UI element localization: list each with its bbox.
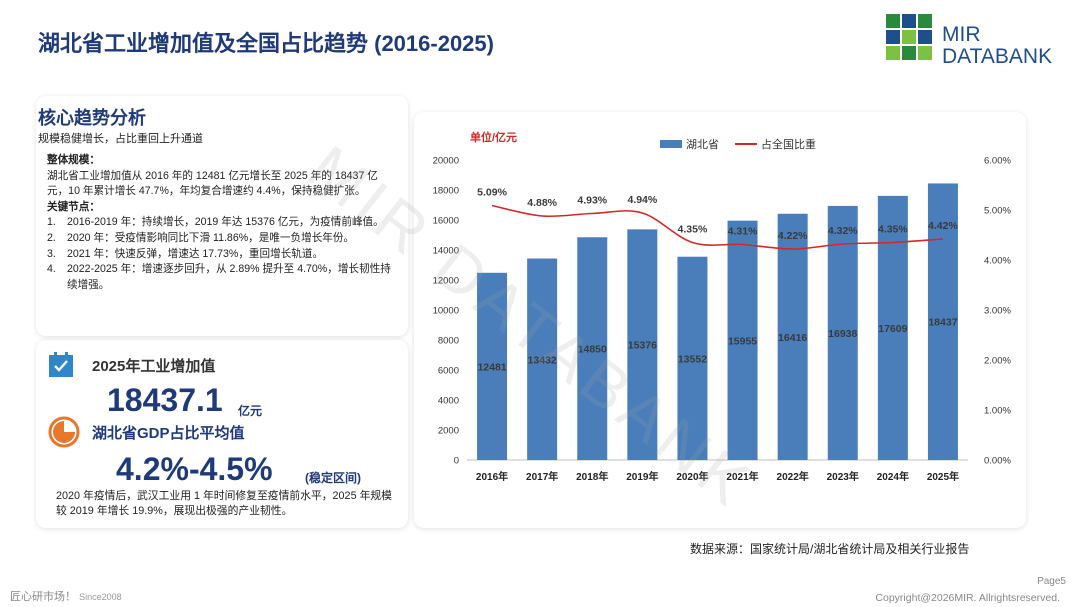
pie-chart-icon: [48, 416, 80, 448]
y-tick-label: 10000: [433, 306, 459, 317]
page-number: Page5: [1037, 576, 1066, 587]
x-tick-label: 2019年: [626, 470, 658, 483]
x-tick-label: 2016年: [476, 470, 508, 483]
y-tick-label: 16000: [433, 216, 459, 227]
kpi-value-industrial-value: 18437.1: [107, 382, 223, 418]
line-data-label: 4.35%: [878, 224, 908, 236]
mir-databank-logo: MIR DATABANK: [884, 12, 1064, 72]
bar: [677, 256, 708, 460]
nodes-list: 1. 2016-2019 年：持续增长，2019 年达 15376 亿元，为疫情前…: [47, 215, 399, 293]
kpi-label-gdp-share: 湖北省GDP占比平均值: [92, 425, 245, 442]
legend-bar-swatch: [660, 140, 682, 148]
y-tick-label: 0: [454, 456, 459, 467]
kpi-unit-gdp-share: (稳定区间): [305, 471, 361, 485]
bar-data-label: 16416: [778, 332, 807, 344]
bar-data-label: 13552: [678, 353, 707, 365]
analysis-body: 整体规模： 湖北省工业增加值从 2016 年的 12481 亿元增长至 2025…: [47, 153, 399, 293]
bar: [627, 229, 658, 460]
bar: [527, 258, 558, 460]
bar-data-label: 18437: [928, 317, 957, 329]
line-data-label: 5.09%: [477, 187, 507, 199]
y-tick-label: 6000: [438, 366, 459, 377]
legend-line-label: 占全国比重: [761, 137, 816, 151]
bar: [577, 237, 608, 460]
line-data-label: 4.93%: [577, 195, 607, 207]
bar-data-label: 15955: [728, 335, 757, 347]
kpi-note: 2020 年疫情后，武汉工业用 1 年时间修复至疫情前水平，2025 年规模较 …: [56, 490, 392, 517]
bar-data-label: 17609: [878, 323, 907, 335]
x-tick-label: 2018年: [576, 470, 608, 483]
y2-tick-label: 0.00%: [984, 456, 1011, 467]
logo-text-databank: DATABANK: [942, 45, 1053, 68]
analysis-panel: [36, 96, 408, 336]
analysis-subtitle: 规模稳健增长，占比重回上升通道: [38, 133, 203, 145]
bar-data-label: 15376: [628, 340, 657, 352]
overall-heading: 整体规模：: [47, 154, 100, 166]
bar: [777, 213, 808, 460]
copyright: Copyright@2026MIR. Allrightsreserved.: [875, 592, 1060, 604]
line-data-label: 4.94%: [627, 194, 657, 206]
data-source: 数据来源：国家统计局/湖北省统计局及相关行业报告: [690, 542, 970, 556]
x-tick-label: 2023年: [827, 470, 859, 483]
page-title: 湖北省工业增加值及全国占比趋势 (2016-2025): [38, 31, 494, 56]
y-tick-label: 2000: [438, 426, 459, 437]
checkbox-icon: [49, 352, 73, 377]
bar: [877, 195, 908, 461]
line-data-label: 4.35%: [678, 224, 708, 236]
x-tick-label: 2020年: [676, 470, 708, 483]
y-tick-label: 14000: [433, 246, 459, 257]
y2-tick-label: 2.00%: [984, 356, 1011, 367]
chart-unit-label: 单位/亿元: [470, 130, 517, 144]
series-line: [491, 204, 944, 250]
bar: [827, 205, 858, 460]
list-item: 1. 2016-2019 年：持续增长，2019 年达 15376 亿元，为疫情前…: [47, 216, 384, 229]
y2-tick-label: 4.00%: [984, 256, 1011, 267]
footer-slogan: 匠心研市场！ Since2008: [10, 591, 122, 603]
line-data-label: 4.22%: [778, 230, 808, 242]
nodes-heading: 关键节点：: [47, 200, 100, 213]
y-tick-label: 18000: [433, 186, 459, 197]
x-tick-label: 2021年: [726, 470, 758, 483]
overall-text: 湖北省工业增加值从 2016 年的 12481 亿元增长至 2025 年的 18…: [47, 169, 378, 198]
bar: [927, 183, 958, 460]
y-tick-label: 20000: [433, 156, 459, 167]
y2-tick-label: 1.00%: [984, 406, 1011, 417]
list-item: 4. 2022-2025 年：增速逐步回升，从 2.89% 提升至 4.70%，增…: [47, 263, 391, 291]
bar: [727, 220, 758, 460]
y2-tick-label: 5.00%: [984, 206, 1011, 217]
footer-since: Since2008: [79, 592, 122, 602]
bar-data-label: 13432: [528, 354, 557, 366]
y-tick-label: 12000: [433, 276, 459, 287]
x-tick-label: 2025年: [927, 470, 959, 483]
line-data-label: 4.31%: [728, 226, 758, 238]
kpi-unit-industrial-value: 亿元: [238, 404, 263, 418]
kpi-value-gdp-share: 4.2%-4.5%: [116, 451, 273, 487]
bar: [477, 272, 508, 460]
bar-data-label: 16938: [828, 328, 857, 340]
x-tick-label: 2022年: [777, 470, 809, 483]
logo-text-mir: MIR: [942, 23, 981, 46]
analysis-title: 核心趋势分析: [38, 108, 146, 128]
list-item: 2. 2020 年：受疫情影响同比下滑 11.86%，是唯一负增长年份。: [47, 231, 355, 244]
line-data-label: 4.32%: [828, 225, 858, 237]
x-tick-label: 2017年: [526, 470, 558, 483]
x-tick-label: 2024年: [877, 470, 909, 483]
kpi-panel: [36, 340, 408, 528]
line-data-label: 4.88%: [527, 197, 557, 209]
y-tick-label: 8000: [438, 336, 459, 347]
kpi-label-industrial-value: 2025年工业增加值: [92, 358, 216, 375]
bar-data-label: 14850: [578, 344, 607, 356]
logo-grid-icon: [886, 14, 932, 60]
line-data-label: 4.42%: [928, 220, 958, 232]
y-tick-label: 4000: [438, 396, 459, 407]
legend-bar-label: 湖北省: [686, 138, 719, 151]
y2-tick-label: 6.00%: [984, 156, 1011, 167]
chart-panel: [414, 112, 1026, 528]
y2-tick-label: 3.00%: [984, 306, 1011, 317]
bar-data-label: 12481: [477, 361, 506, 373]
list-item: 3. 2021 年：快速反弹，增速达 17.73%，重回增长轨道。: [47, 247, 324, 260]
